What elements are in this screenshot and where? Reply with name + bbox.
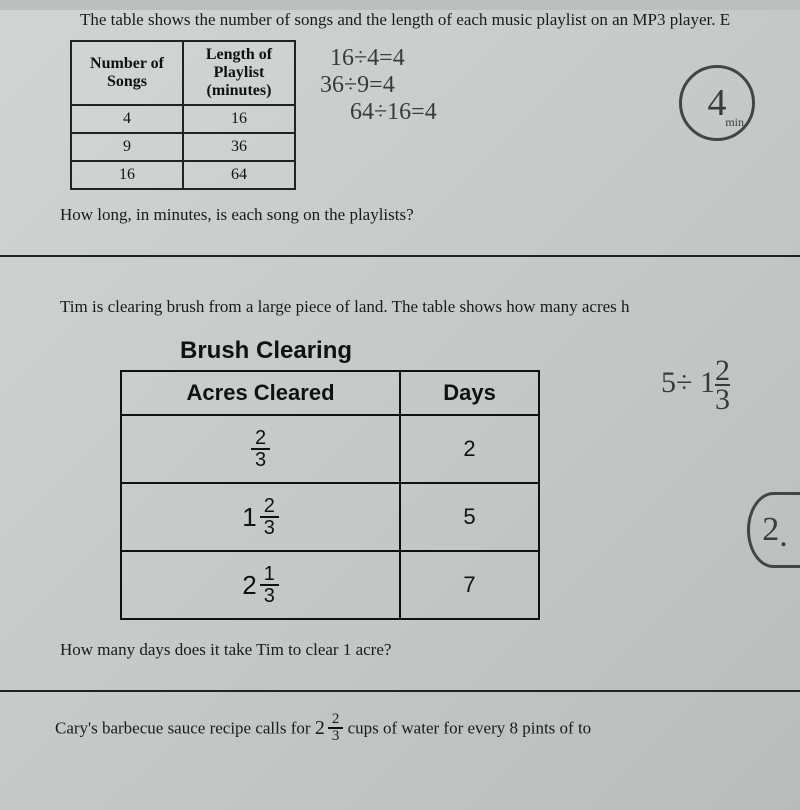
intro-text-1: The table shows the number of songs and … bbox=[80, 10, 760, 30]
hw-line: 16÷4=4 bbox=[330, 45, 437, 72]
table-row: 1664 bbox=[71, 161, 295, 189]
question-text-2: How many days does it take Tim to clear … bbox=[60, 640, 760, 660]
table-header-row: Acres Cleared Days bbox=[121, 371, 539, 415]
intro-text-2: Tim is clearing brush from a large piece… bbox=[60, 297, 760, 317]
handwritten-work-1: 16÷4=4 36÷9=4 64÷16=4 bbox=[330, 45, 437, 126]
col-header-acres: Acres Cleared bbox=[121, 371, 400, 415]
text-before: Cary's barbecue sauce recipe calls for bbox=[55, 719, 315, 738]
handwritten-work-2: 5÷ 123 bbox=[661, 357, 730, 413]
table-row: 23 2 bbox=[121, 415, 539, 483]
circled-answer-2: 2. bbox=[747, 492, 800, 568]
text-after: cups of water for every 8 pints of to bbox=[348, 719, 592, 738]
section-brush: Tim is clearing brush from a large piece… bbox=[0, 257, 800, 692]
hw-line: 64÷16=4 bbox=[350, 99, 437, 126]
playlist-table: Number of Songs Length of Playlist (minu… bbox=[70, 40, 296, 190]
table-header-row: Number of Songs Length of Playlist (minu… bbox=[71, 41, 295, 105]
col-header-days: Days bbox=[400, 371, 539, 415]
col-header-songs: Number of Songs bbox=[71, 41, 183, 105]
answer-unit: min bbox=[725, 115, 744, 130]
col-header-length: Length of Playlist (minutes) bbox=[183, 41, 295, 105]
question-text-1: How long, in minutes, is each song on th… bbox=[60, 205, 760, 225]
table-row: 416 bbox=[71, 105, 295, 133]
section-recipe: Cary's barbecue sauce recipe calls for 2… bbox=[0, 692, 800, 754]
table-row: 213 7 bbox=[121, 551, 539, 619]
brush-table: Acres Cleared Days 23 2 123 5 213 7 bbox=[120, 370, 540, 620]
section-playlist: The table shows the number of songs and … bbox=[0, 10, 800, 257]
circled-answer-1: 4 min bbox=[679, 65, 755, 141]
table-row: 123 5 bbox=[121, 483, 539, 551]
recipe-fraction: 2 23 bbox=[315, 712, 344, 744]
hw-line: 36÷9=4 bbox=[320, 72, 437, 99]
table-row: 936 bbox=[71, 133, 295, 161]
